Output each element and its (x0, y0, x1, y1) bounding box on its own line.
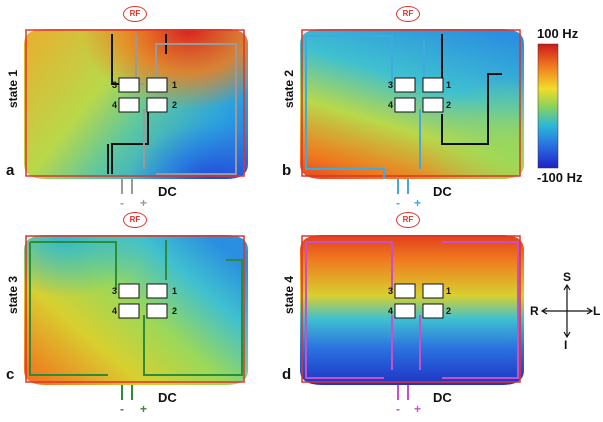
state-label-b: state 2 (282, 69, 296, 109)
compass-r-label: R (530, 304, 539, 318)
panel-letter-c: c (6, 366, 15, 383)
switch-number-4-b: 4 (388, 100, 394, 110)
switch-number-2-b: 2 (446, 100, 452, 110)
dc-label-b: DC (433, 184, 452, 199)
coil-frame (25, 29, 245, 177)
switch-number-2-a: 2 (172, 100, 178, 110)
compass-l-label: L (593, 304, 601, 318)
rf-badge-d: RF (396, 212, 420, 228)
polarity-plus-b: + (414, 196, 422, 210)
switch-number-4-d: 4 (388, 306, 394, 316)
rf-badge-b: RF (396, 6, 420, 22)
switch-number-4-a: 4 (112, 100, 118, 110)
switch-number-1-d: 1 (446, 286, 452, 296)
panel-a (24, 29, 248, 194)
polarity-plus-d: + (414, 402, 422, 416)
panel-letter-d: d (282, 366, 292, 383)
panel-c (24, 235, 248, 400)
polarity-minus-c: - (120, 402, 124, 416)
switch-number-3-a: 3 (112, 80, 118, 90)
colorbar-min-label: -100 Hz (537, 170, 583, 185)
state-label-d: state 4 (282, 275, 296, 315)
state-label-c: state 3 (6, 275, 20, 315)
dc-label-a: DC (158, 184, 177, 199)
colorbar-max-label: 100 Hz (537, 26, 579, 41)
polarity-minus-a: - (120, 196, 124, 210)
switch-number-3-d: 3 (388, 286, 394, 296)
dc-label-c: DC (158, 390, 177, 405)
rf-badge-c: RF (123, 212, 147, 228)
switch-number-1-a: 1 (172, 80, 178, 90)
panel-letter-b: b (282, 162, 292, 179)
panel-b (300, 29, 524, 194)
switch-number-1-b: 1 (446, 80, 452, 90)
switch-number-2-d: 2 (446, 306, 452, 316)
compass-s-label: S (563, 270, 572, 284)
dc-label-d: DC (433, 390, 452, 405)
state-label-a: state 1 (6, 69, 20, 109)
panel-d (300, 235, 524, 400)
orientation-compass (540, 283, 594, 339)
polarity-plus-a: + (140, 196, 148, 210)
rf-badge-a: RF (123, 6, 147, 22)
compass-i-label: I (564, 338, 568, 352)
switch-number-2-c: 2 (172, 306, 178, 316)
switch-number-1-c: 1 (172, 286, 178, 296)
switch-number-3-c: 3 (112, 286, 118, 296)
polarity-minus-b: - (396, 196, 400, 210)
colorbar (537, 43, 559, 169)
switch-number-3-b: 3 (388, 80, 394, 90)
polarity-minus-d: - (396, 402, 400, 416)
panel-letter-a: a (6, 162, 15, 179)
polarity-plus-c: + (140, 402, 148, 416)
switch-number-4-c: 4 (112, 306, 118, 316)
